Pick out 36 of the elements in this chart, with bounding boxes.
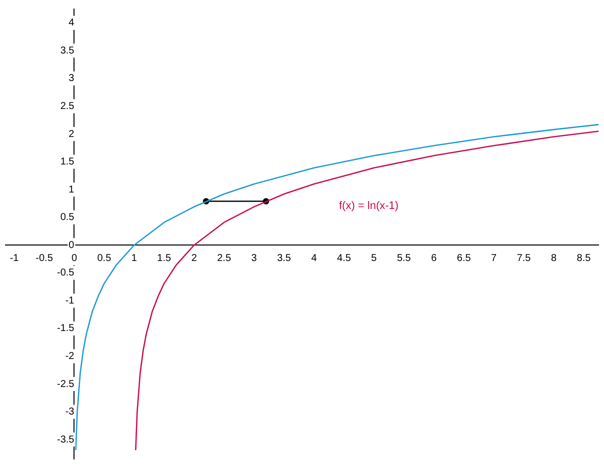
y-tick-label: -3.5 xyxy=(56,434,75,446)
x-tick-label: 2.5 xyxy=(217,252,232,264)
y-tick-label: 3.5 xyxy=(60,45,75,56)
series-label: f(x) = ln(x-1) xyxy=(338,200,399,212)
x-tick-label: 5 xyxy=(371,252,378,264)
x-tick-label: 8.5 xyxy=(576,252,592,264)
x-tick-label: -0.5 xyxy=(36,252,54,264)
y-tick-label: 1 xyxy=(68,184,75,196)
y-tick-label: 0.5 xyxy=(60,212,75,224)
x-tick-label: 7 xyxy=(491,252,498,264)
x-tick-label: 7.5 xyxy=(516,252,532,264)
x-tick-label: 8 xyxy=(550,252,557,264)
y-tick-label: 2.5 xyxy=(60,100,75,112)
x-tick-label: 1 xyxy=(131,252,138,264)
x-tick-label: 0.5 xyxy=(97,252,112,264)
x-tick-label: 6.5 xyxy=(456,252,472,264)
x-tick-label: 4 xyxy=(311,252,318,264)
y-tick-label: 4 xyxy=(68,18,75,29)
x-tick-label: -1 xyxy=(10,252,20,264)
x-tick-label: 2 xyxy=(191,252,198,264)
y-tick-label: 0 xyxy=(68,240,75,251)
y-tick-label: 3 xyxy=(68,73,75,84)
y-tick-label: -2.5 xyxy=(56,378,75,390)
x-tick-label: 1.5 xyxy=(157,252,172,264)
x-tick-label: 6 xyxy=(431,252,438,264)
x-tick-label: 4.5 xyxy=(337,252,352,264)
y-tick-label: 1.5 xyxy=(60,156,75,168)
x-tick-label: 3 xyxy=(251,252,258,264)
x-tick-label: 5.5 xyxy=(396,252,412,264)
x-tick-label: 3.5 xyxy=(277,252,292,264)
y-tick-label: -1.5 xyxy=(56,323,75,334)
y-tick-label: -1 xyxy=(65,295,75,306)
y-tick-label: -3 xyxy=(65,406,75,418)
y-tick-label: -0.5 xyxy=(56,268,75,279)
y-tick-label: -2 xyxy=(65,350,75,362)
y-tick-label: 2 xyxy=(68,128,75,140)
